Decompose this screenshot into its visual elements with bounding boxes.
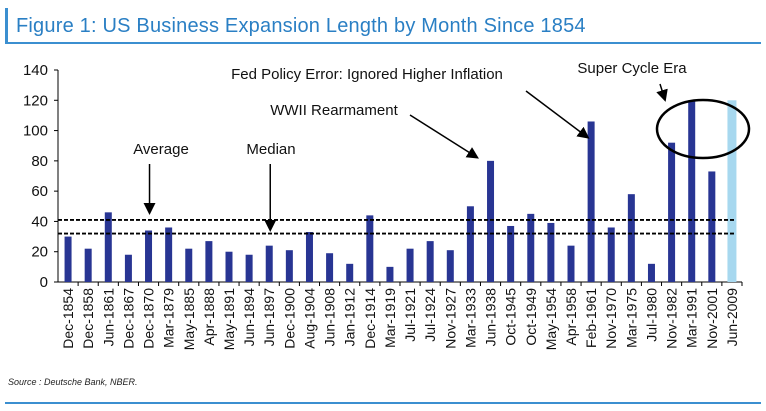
bar-Nov-1927	[446, 250, 454, 282]
x-tick-label: Nov-1970	[603, 288, 619, 349]
x-tick-label: May-1954	[543, 288, 559, 350]
x-tick-label: Jan-1912	[342, 288, 358, 347]
bar-Apr-1958	[567, 245, 575, 282]
title-frame: Figure 1: US Business Expansion Length b…	[5, 8, 761, 44]
bar-Jun-1861	[104, 212, 112, 282]
x-tick-label: Nov-1927	[442, 288, 458, 349]
x-tick-label: Dec-1870	[141, 288, 157, 349]
x-tick-label: Jul-1924	[422, 288, 438, 342]
bar-Mar-1991	[688, 100, 696, 283]
x-tick-label: Dec-1854	[60, 288, 76, 349]
bar-Nov-1982	[668, 142, 676, 282]
bar-Dec-1854	[64, 236, 72, 282]
bar-Jul-1924	[426, 241, 434, 282]
bar-Oct-1945	[507, 225, 515, 282]
x-tick-label: Jul-1921	[402, 288, 418, 342]
y-tick-label: 20	[31, 244, 48, 261]
bar-Dec-1867	[124, 254, 132, 282]
x-tick-label: Aug-1904	[301, 288, 317, 349]
bar-Mar-1933	[466, 206, 474, 282]
y-tick-label: 40	[31, 213, 48, 230]
super-cycle-circle	[655, 98, 751, 160]
x-tick-label: Nov-2001	[704, 288, 720, 349]
x-tick-label: Mar-1933	[462, 288, 478, 348]
x-tick-label: Jun-1861	[100, 288, 116, 347]
x-tick-label: Feb-1961	[583, 288, 599, 348]
bar-Jun-1938	[487, 160, 495, 282]
fed-policy-arrow	[525, 90, 590, 139]
x-tick-label: Apr-1958	[563, 288, 579, 346]
source-note: Source : Deutsche Bank, NBER.	[8, 377, 138, 387]
x-tick-label: Nov-1982	[664, 288, 680, 349]
x-tick-label: Mar-1975	[623, 288, 639, 348]
annotation-average: Average	[133, 141, 189, 158]
x-tick-label: Dec-1914	[362, 288, 378, 349]
x-tick-label: Oct-1949	[523, 288, 539, 346]
y-tick-label: 80	[31, 153, 48, 170]
super-cycle-arrow	[656, 83, 668, 102]
x-tick-label: Jun-2009	[724, 288, 740, 347]
bar-Dec-1914	[366, 215, 374, 282]
annotation-median: Median	[246, 141, 295, 158]
x-tick-label: Mar-1879	[161, 288, 177, 348]
x-tick-label: Jun-1938	[483, 288, 499, 347]
y-tick-label: 0	[40, 274, 48, 291]
x-tick-label: Apr-1888	[201, 288, 217, 346]
bar-Dec-1858	[84, 248, 92, 282]
x-tick-label: Jun-1894	[241, 288, 257, 347]
y-tick-label: 100	[23, 123, 48, 140]
bar-Oct-1949	[527, 213, 535, 282]
bar-Dec-1870	[145, 230, 153, 282]
bar-Jul-1921	[406, 248, 414, 282]
bar-Feb-1961	[587, 121, 595, 282]
x-tick-label: Jul-1980	[643, 288, 659, 342]
bar-Mar-1919	[386, 266, 394, 282]
x-tick-label: Oct-1945	[503, 288, 519, 346]
wwii-arrow	[409, 114, 479, 159]
bar-May-1885	[185, 248, 193, 282]
bar-Dec-1900	[285, 250, 293, 282]
bar-Mar-1975	[627, 194, 635, 282]
x-tick-label: Dec-1900	[281, 288, 297, 349]
x-tick-label: Jun-1908	[322, 288, 338, 347]
bar-Aug-1904	[305, 232, 313, 282]
x-tick-label: Jun-1897	[261, 288, 277, 347]
bar-Jun-1894	[245, 254, 253, 282]
x-tick-label: Dec-1858	[80, 288, 96, 349]
bar-Apr-1888	[205, 241, 213, 282]
y-tick-label: 140	[23, 62, 48, 79]
bar-Nov-2001	[708, 171, 716, 282]
bar-Jan-1912	[346, 263, 354, 282]
x-tick-label: May-1891	[221, 288, 237, 350]
chart-title: Figure 1: US Business Expansion Length b…	[16, 15, 586, 37]
x-tick-label: Mar-1991	[684, 288, 700, 348]
bar-Jun-2009	[727, 100, 737, 283]
x-tick-label: Dec-1867	[120, 288, 136, 349]
bar-Jun-1908	[326, 253, 334, 282]
y-tick-label: 120	[23, 92, 48, 109]
y-tick-label: 60	[31, 183, 48, 200]
annotation-super-cycle: Super Cycle Era	[577, 60, 687, 77]
x-tick-label: May-1885	[181, 288, 197, 350]
bar-Jul-1980	[647, 263, 655, 282]
bar-May-1891	[225, 251, 233, 282]
bottom-rule	[5, 402, 761, 404]
x-tick-label: Mar-1919	[382, 288, 398, 348]
annotation-fed-policy-error: Fed Policy Error: Ignored Higher Inflati…	[231, 66, 503, 83]
bar-May-1954	[547, 222, 555, 282]
bar-Nov-1970	[607, 227, 615, 282]
bar-Mar-1879	[165, 227, 173, 282]
bar-Jun-1897	[265, 245, 273, 282]
annotation-wwii: WWII Rearmament	[270, 102, 398, 119]
